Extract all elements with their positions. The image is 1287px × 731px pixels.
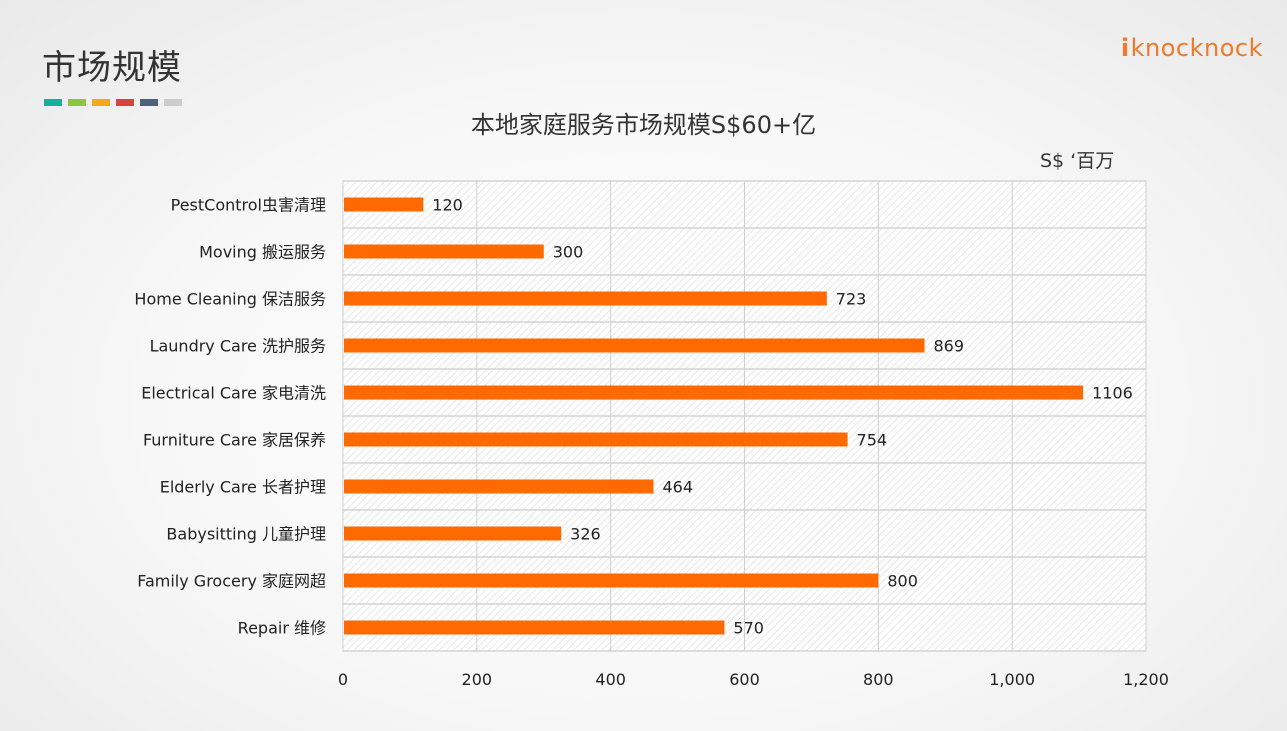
color-swatch-slate — [140, 99, 158, 106]
data-label: 120 — [432, 196, 463, 215]
category-label: Family Grocery 家庭网超 — [137, 572, 326, 591]
x-tick-label: 200 — [462, 670, 493, 689]
data-label: 570 — [733, 619, 764, 638]
grid-lines — [342, 180, 1147, 652]
logo-text: knocknock — [1130, 34, 1263, 62]
data-label: 800 — [887, 572, 918, 591]
x-tick-label: 1,000 — [989, 670, 1035, 689]
category-label: Babysitting 儿童护理 — [166, 525, 326, 544]
data-label: 300 — [553, 243, 584, 262]
category-label: Home Cleaning 保洁服务 — [134, 290, 326, 309]
x-tick-labels: 0 200 400 600 800 1,000 1,200 — [338, 670, 1169, 689]
bar — [344, 432, 848, 447]
bar — [344, 244, 544, 259]
color-strip — [44, 99, 182, 106]
x-tick-label: 0 — [338, 670, 348, 689]
category-label: PestControl虫害清理 — [171, 196, 326, 215]
bars: 120 300 723 869 1106 754 464 326 800 570 — [344, 196, 1133, 638]
category-label: Repair 维修 — [238, 619, 326, 638]
x-tick-label: 600 — [729, 670, 760, 689]
logo-mark: i — [1120, 34, 1130, 62]
color-swatch-teal — [44, 99, 62, 106]
bar — [344, 620, 725, 635]
data-label: 723 — [836, 290, 867, 309]
x-tick-label: 400 — [595, 670, 626, 689]
color-swatch-gray — [164, 99, 182, 106]
color-swatch-yellow — [92, 99, 110, 106]
bar — [344, 291, 827, 306]
brand-logo: iknocknock — [1121, 34, 1263, 62]
chart-title: 本地家庭服务市场规模S$60+亿 — [470, 111, 817, 139]
bar — [344, 197, 424, 212]
category-label: Laundry Care 洗护服务 — [150, 337, 326, 356]
category-label: Moving 搬运服务 — [199, 243, 326, 262]
x-tick-label: 800 — [863, 670, 894, 689]
slide-title: 市场规模 — [42, 48, 182, 88]
unit-label: S$ ‘百万 — [1040, 150, 1115, 172]
bar — [344, 573, 879, 588]
data-label: 326 — [570, 525, 601, 544]
data-label: 869 — [934, 337, 965, 356]
bar — [344, 479, 654, 494]
data-label: 754 — [857, 431, 888, 450]
category-label: Furniture Care 家居保养 — [143, 431, 326, 450]
x-tick-label: 1,200 — [1123, 670, 1169, 689]
color-swatch-green — [68, 99, 86, 106]
color-swatch-red — [116, 99, 134, 106]
data-label: 464 — [662, 478, 693, 497]
category-label: Electrical Care 家电清洗 — [141, 384, 326, 403]
category-label: Elderly Care 长者护理 — [160, 478, 326, 497]
bar — [344, 385, 1084, 400]
bar — [344, 526, 562, 541]
category-labels: PestControl虫害清理 Moving 搬运服务 Home Cleaning … — [134, 196, 326, 638]
data-label: 1106 — [1092, 384, 1133, 403]
bar — [344, 338, 925, 353]
